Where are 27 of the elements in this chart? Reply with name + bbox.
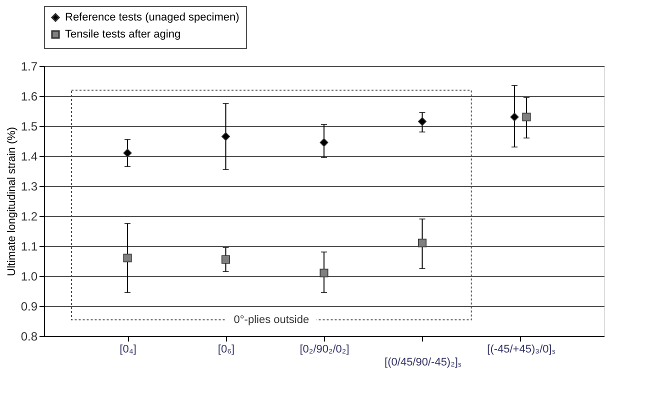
annotation: 0°-plies outside — [234, 314, 310, 326]
x-tick-label: [0₆] — [218, 344, 235, 356]
y-tick-label: 1.5 — [20, 120, 38, 134]
legend-label: Reference tests (unaged specimen) — [65, 12, 240, 24]
point — [320, 268, 328, 278]
point — [418, 117, 427, 126]
legend-label: Tensile tests after aging — [65, 28, 181, 40]
y-axis-title: Ultimate longitudinal strain (%) — [6, 126, 18, 276]
point — [418, 238, 427, 248]
x-tick-label: [(0/45/90/-45)₂]ₛ — [384, 356, 462, 368]
y-tick-label: 1.4 — [20, 150, 38, 164]
x-tick-label: [(-45/+45)₃/0]ₛ — [487, 344, 556, 356]
point — [221, 255, 230, 264]
point — [221, 132, 230, 141]
y-tick-label: 1.7 — [20, 60, 38, 74]
y-tick-label: 1.6 — [20, 90, 38, 104]
x-tick-label: [0₄] — [120, 344, 136, 356]
y-tick-label: 0.9 — [20, 300, 38, 314]
y-tick-label: 0.8 — [20, 330, 38, 344]
y-tick-label: 1.1 — [20, 240, 38, 254]
point — [320, 138, 328, 147]
point — [123, 148, 132, 158]
y-tick-label: 1.0 — [20, 270, 38, 284]
point — [123, 254, 132, 262]
x-tick-label: [0₂/90₂/0₂] — [300, 344, 350, 356]
y-tick-label: 1.2 — [20, 210, 38, 224]
y-tick-label: 1.3 — [20, 180, 38, 194]
